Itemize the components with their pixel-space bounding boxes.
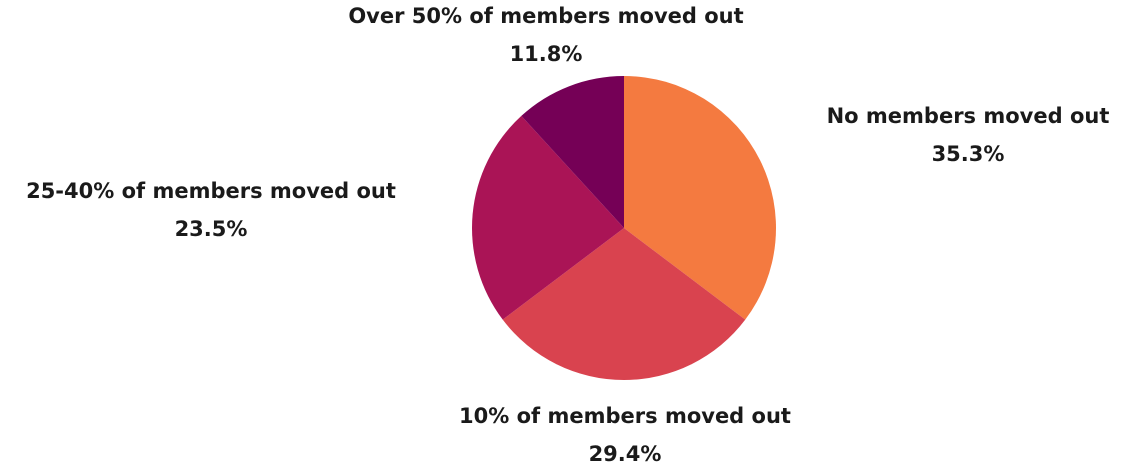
slice-label: No members moved out (827, 104, 1110, 128)
slice-value-label: 29.4% (589, 442, 662, 466)
pie-slice (624, 76, 776, 320)
slice-value-label: 23.5% (175, 217, 248, 241)
slice-label: 10% of members moved out (459, 404, 791, 428)
pie-slice (521, 76, 624, 228)
pie-slice (472, 115, 624, 320)
slice-label: 25-40% of members moved out (26, 179, 396, 203)
slice-value-label: 35.3% (932, 142, 1005, 166)
slice-value-label: 11.8% (510, 42, 583, 66)
pie-slice (502, 228, 746, 381)
slice-label: Over 50% of members moved out (348, 4, 743, 28)
